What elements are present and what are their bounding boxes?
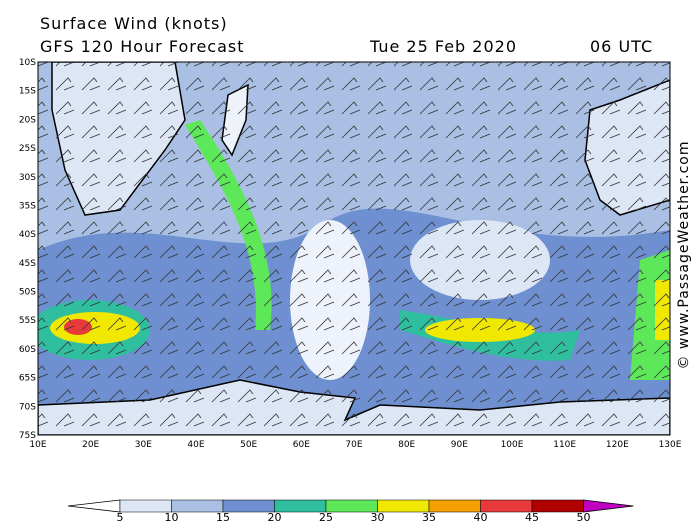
lat-label: 70S: [19, 402, 36, 412]
colorbar-label: 35: [422, 511, 436, 524]
lon-label: 10E: [29, 440, 46, 450]
lat-label: 75S: [19, 431, 36, 441]
lon-label: 100E: [501, 440, 524, 450]
lat-label: 25S: [19, 144, 36, 154]
colorbar-label: 45: [525, 511, 539, 524]
lon-label: 40E: [187, 440, 204, 450]
lon-label: 130E: [659, 440, 682, 450]
colorbar-label: 25: [319, 511, 333, 524]
wind-barbs: [38, 62, 670, 435]
lat-label: 35S: [19, 201, 36, 211]
lon-label: 70E: [345, 440, 362, 450]
lon-label: 20E: [82, 440, 99, 450]
axes: 10S 15S 20S 25S 30S 35S 40S 45S 50S 55S 60S 65S 70S 7…: [19, 58, 682, 450]
lon-label: 30E: [135, 440, 152, 450]
lat-label: 20S: [19, 115, 36, 125]
lat-label: 45S: [19, 259, 36, 269]
lat-label: 60S: [19, 345, 36, 355]
lat-label: 65S: [19, 374, 36, 384]
map-field: [38, 62, 670, 435]
lat-label: 15S: [19, 87, 36, 97]
colorbar-label: 50: [577, 511, 591, 524]
colorbar-label: 5: [117, 511, 124, 524]
lat-label: 10S: [19, 58, 36, 68]
lon-label: 50E: [240, 440, 257, 450]
colorbar-label: 30: [371, 511, 385, 524]
lon-label: 90E: [451, 440, 468, 450]
lat-label: 50S: [19, 288, 36, 298]
lon-label: 80E: [398, 440, 415, 450]
date: Tue 25 Feb 2020: [369, 37, 517, 56]
colorbar-high: [583, 499, 634, 513]
lon-label: 110E: [553, 440, 576, 450]
colorbar-label: 20: [268, 511, 282, 524]
subtitle: GFS 120 Hour Forecast: [40, 37, 245, 56]
time: 06 UTC: [590, 37, 653, 56]
colorbar-label: 40: [474, 511, 488, 524]
lat-label: 40S: [19, 230, 36, 240]
lon-label: 120E: [606, 440, 629, 450]
colorbar-label: 10: [165, 511, 179, 524]
colorbar-label: 15: [216, 511, 230, 524]
lon-label: 60E: [293, 440, 310, 450]
title: Surface Wind (knots): [40, 14, 228, 33]
colorbar: 5 10 15 20 25 30 35 40 45 50: [67, 499, 634, 524]
lat-label: 55S: [19, 316, 36, 326]
copyright: © www.PassageWeather.com: [676, 140, 692, 369]
colorbar-low: [67, 499, 121, 513]
map-frame: [37, 61, 671, 436]
lat-label: 30S: [19, 173, 36, 183]
